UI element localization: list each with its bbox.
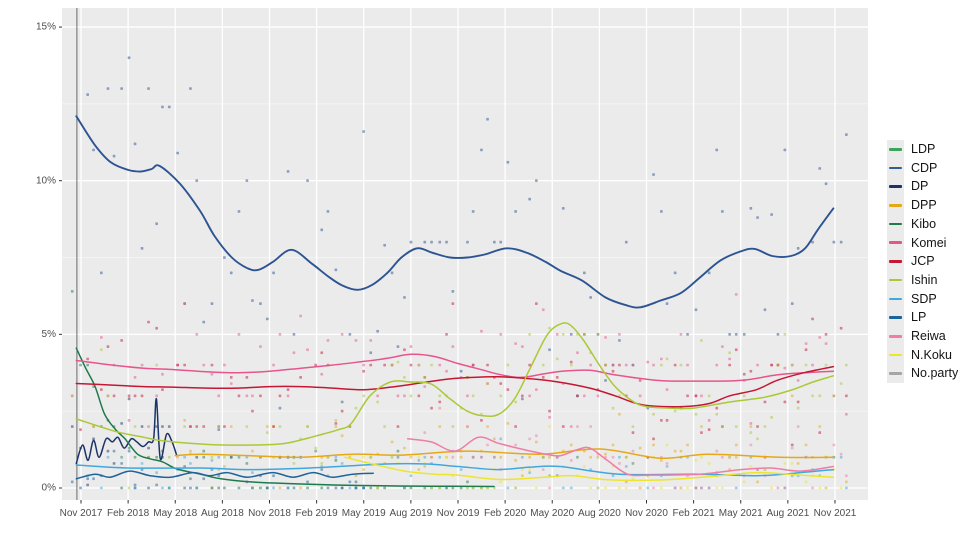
legend-item-ishin: Ishin: [887, 270, 958, 290]
x-tick-label: Nov 2020: [625, 508, 668, 519]
trend-line-cdp: [75, 115, 835, 309]
trend-line-ishin: [75, 322, 835, 446]
legend-key-swatch: [887, 233, 904, 253]
legend-key-swatch: [887, 196, 904, 215]
legend-item-nkoku: N.Koku: [887, 345, 958, 365]
legend-key-swatch: [887, 345, 904, 365]
y-tick-label: 5%: [42, 329, 57, 340]
legend-label: Komei: [911, 235, 947, 250]
legend-label: N.Koku: [911, 347, 952, 362]
legend-line-sample: [889, 241, 902, 245]
legend-line-sample: [889, 372, 902, 375]
legend-item-cdp: CDP: [887, 158, 958, 178]
legend-line-sample: [889, 222, 902, 226]
legend-label: JCP: [911, 254, 935, 269]
legend-line-sample: [889, 334, 902, 338]
legend-item-ldp: LDP: [887, 140, 958, 159]
x-tick-label: Aug 2018: [201, 508, 244, 519]
x-tick-label: Nov 2021: [814, 508, 857, 519]
legend-key-swatch: [887, 364, 904, 383]
x-tick-label: May 2020: [530, 508, 574, 519]
scatter-series-lp: [70, 449, 365, 490]
chart-legend: LDP CDP DP DPP Kibo Komei JCP Ishin SDP LP Reiwa N.…: [887, 140, 958, 383]
trend-line-nkoku: [344, 456, 835, 482]
y-tick-label: 0%: [42, 483, 57, 494]
legend-item-jcp: JCP: [887, 252, 958, 271]
legend-item-reiwa: Reiwa: [887, 326, 958, 346]
x-tick-label: Nov 2018: [248, 508, 291, 519]
y-tick-label: 10%: [36, 175, 56, 186]
legend-line-sample: [889, 166, 902, 170]
trend-line-jcp: [75, 365, 835, 408]
legend-line-sample: [889, 297, 902, 301]
legend-item-sdp: SDP: [887, 289, 958, 309]
x-tick-label: Feb 2018: [107, 508, 150, 519]
legend-item-komei: Komei: [887, 233, 958, 253]
legend-item-kibo: Kibo: [887, 214, 958, 234]
x-tick-label: Nov 2019: [437, 508, 480, 519]
x-tick-label: Feb 2020: [484, 508, 527, 519]
trend-line-dp: [75, 398, 178, 465]
x-tick-label: May 2019: [342, 508, 386, 519]
axes: 0% 5% 10% 15% Nov 2017 Feb 2018 May 2018 Aug 20…: [36, 22, 857, 519]
plot-panel: [62, 8, 868, 500]
x-tick-label: Aug 2019: [389, 508, 432, 519]
legend-label: DPP: [911, 198, 937, 213]
legend-item-noparty: No.party: [887, 364, 958, 383]
x-tick-label: Aug 2021: [766, 508, 809, 519]
legend-item-dp: DP: [887, 177, 958, 197]
scatter-series-jcp: [79, 302, 848, 459]
legend-label: LDP: [911, 142, 936, 157]
legend-line-sample: [889, 353, 902, 357]
legend-key-swatch: [887, 177, 904, 197]
legend-label: DP: [911, 179, 929, 194]
legend-label: CDP: [911, 160, 938, 175]
x-tick-label: May 2021: [719, 508, 763, 519]
legend-key-swatch: [887, 270, 904, 290]
legend-key-swatch: [887, 308, 904, 327]
legend-item-dpp: DPP: [887, 196, 958, 215]
legend-key-swatch: [887, 140, 904, 159]
legend-label: Kibo: [911, 216, 937, 231]
legend-key-swatch: [887, 252, 904, 271]
legend-line-sample: [889, 316, 902, 319]
trend-line-reiwa: [406, 436, 835, 477]
scatter-series-reiwa: [423, 406, 848, 490]
legend-label: SDP: [911, 291, 937, 306]
legend-label: LP: [911, 310, 927, 325]
legend-line-sample: [889, 204, 902, 207]
y-tick-label: 15%: [36, 22, 56, 33]
trend-line-lp: [75, 470, 374, 480]
trend-line-kibo: [75, 347, 495, 488]
x-tick-label: May 2018: [153, 508, 197, 519]
trend-line-komei: [75, 353, 835, 382]
x-tick-label: Feb 2019: [295, 508, 338, 519]
legend-key-swatch: [887, 214, 904, 234]
x-tick-label: Nov 2017: [60, 508, 103, 519]
legend-item-lp: LP: [887, 308, 958, 327]
trend-line-layer: [75, 115, 835, 488]
legend-line-sample: [889, 148, 902, 151]
legend-key-swatch: [887, 326, 904, 346]
legend-line-sample: [889, 185, 902, 189]
x-tick-label: Aug 2020: [578, 508, 621, 519]
legend-label: Ishin: [911, 272, 938, 287]
legend-label: No.party: [911, 366, 959, 381]
x-tick-label: Feb 2021: [672, 508, 715, 519]
legend-label: Reiwa: [911, 328, 946, 343]
legend-line-sample: [889, 260, 902, 263]
legend-key-swatch: [887, 158, 904, 178]
legend-line-sample: [889, 278, 902, 282]
trend-line-dpp: [174, 448, 835, 460]
legend-key-swatch: [887, 289, 904, 309]
